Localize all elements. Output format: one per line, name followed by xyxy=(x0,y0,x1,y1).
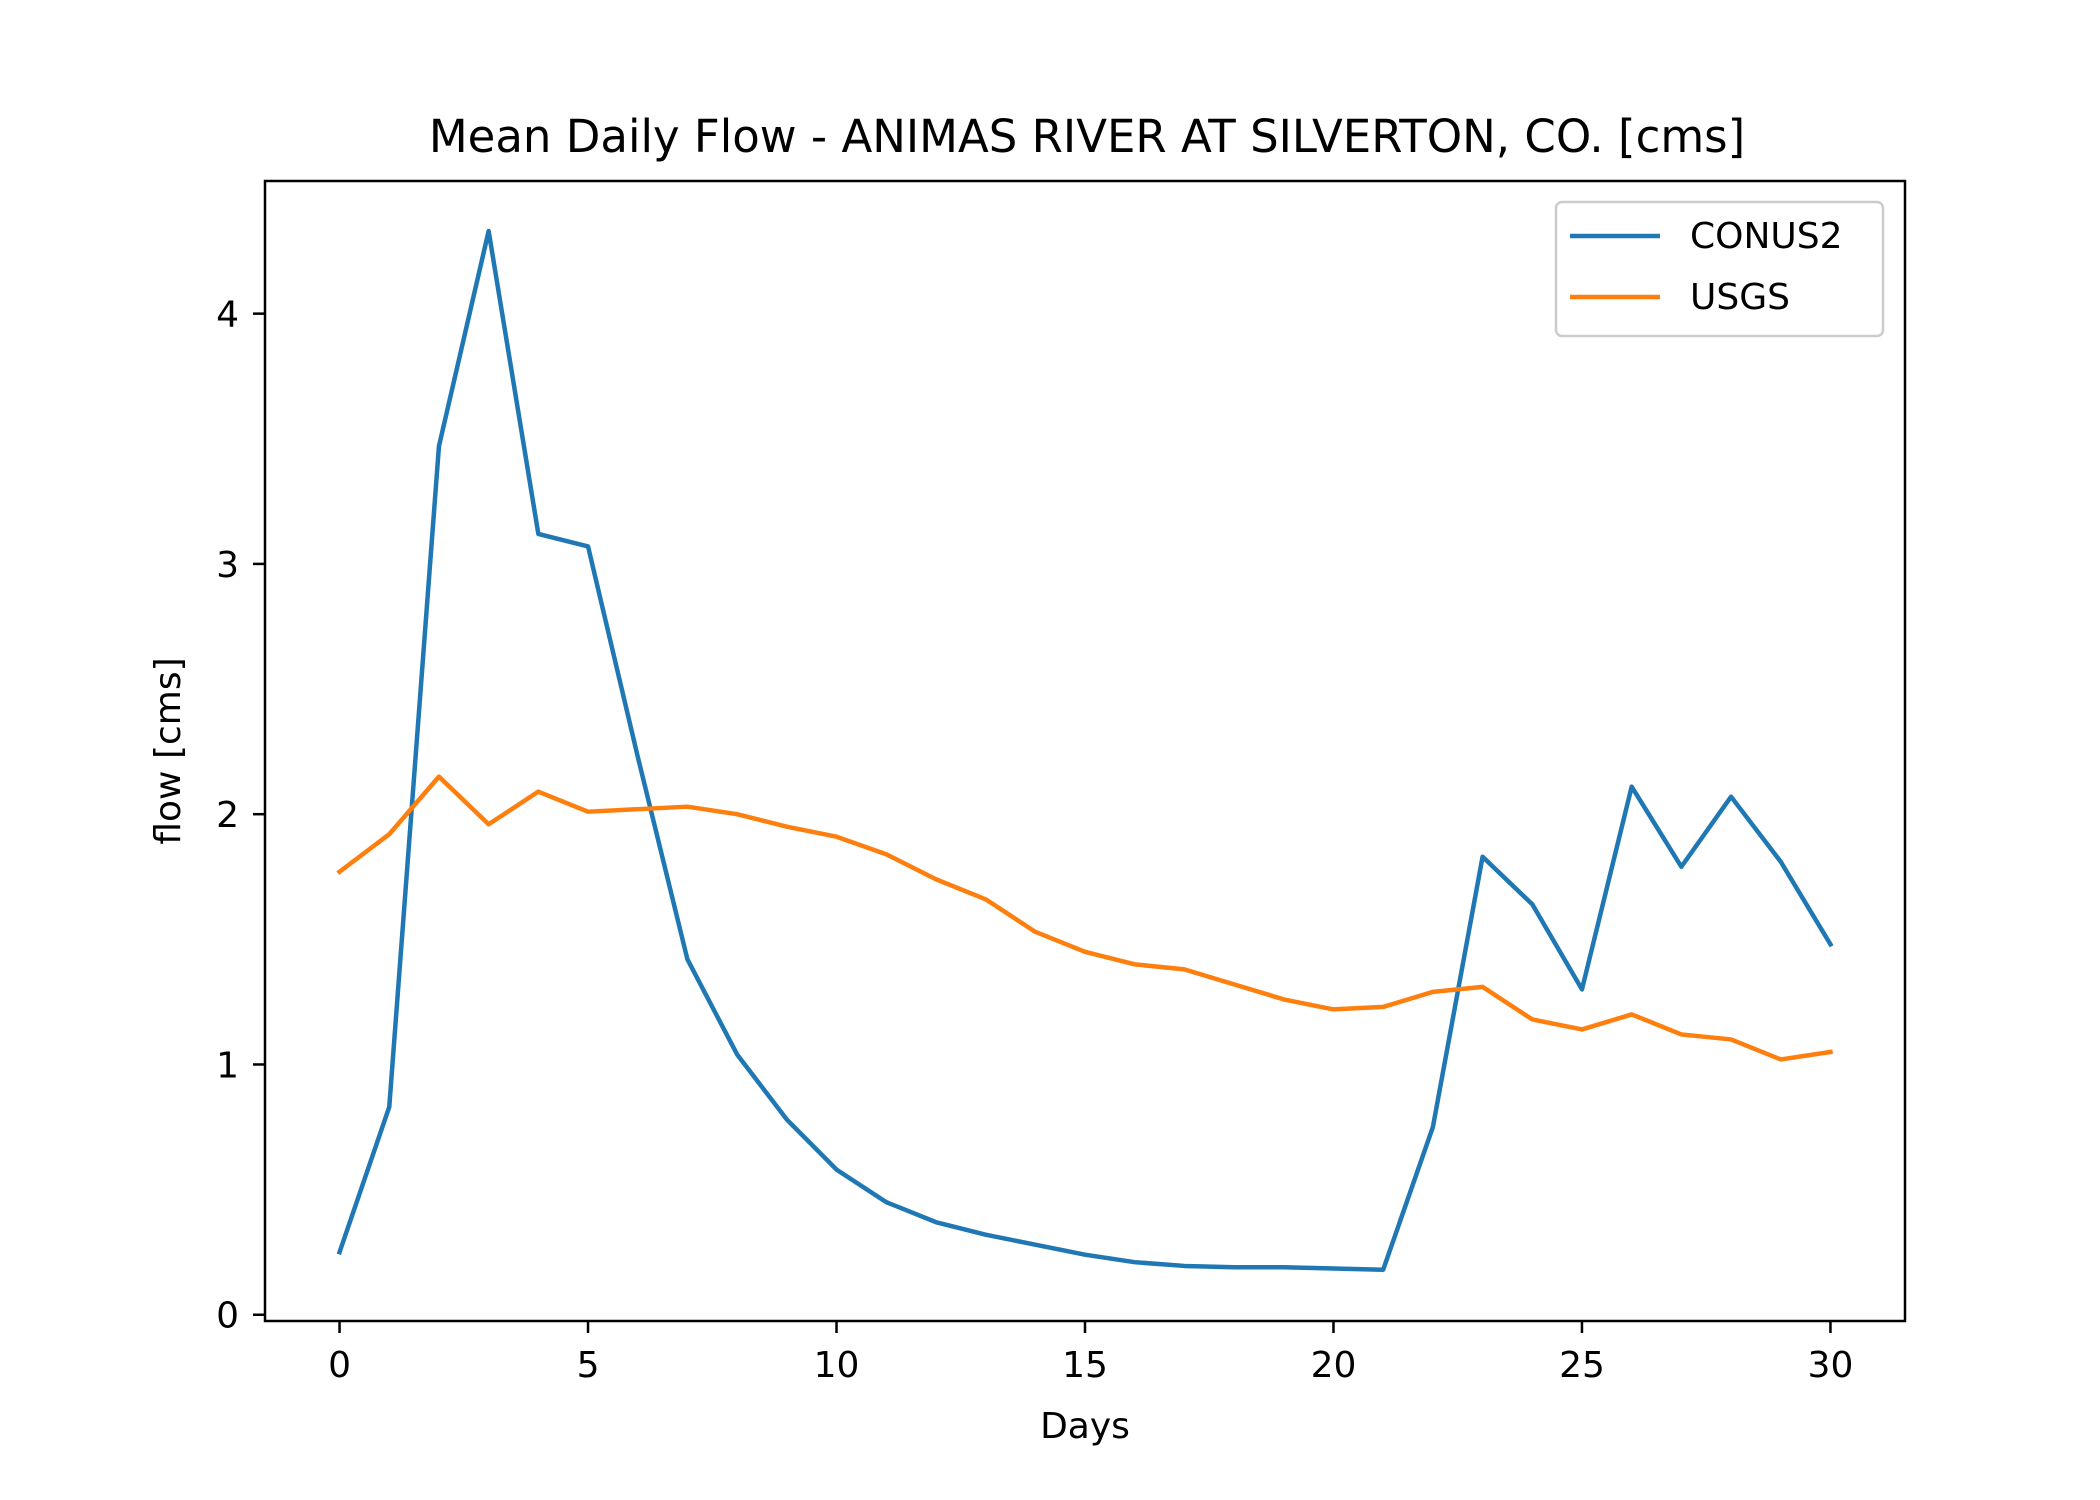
y-axis: 0 1 2 3 4 xyxy=(216,295,265,1337)
series-line-conus2 xyxy=(336,228,1834,1272)
x-tick-label: 30 xyxy=(1808,1345,1854,1386)
x-tick-label: 0 xyxy=(328,1345,351,1386)
y-tick-label: 0 xyxy=(216,1296,239,1337)
x-axis: 0 5 10 15 20 25 30 xyxy=(328,1321,1853,1386)
x-tick-label: 20 xyxy=(1311,1345,1357,1386)
x-tick-label: 15 xyxy=(1062,1345,1108,1386)
x-tick-label: 10 xyxy=(814,1345,860,1386)
x-tick-label: 5 xyxy=(577,1345,600,1386)
y-tick-label: 1 xyxy=(216,1045,239,1086)
y-axis-label: flow [cms] xyxy=(148,657,189,844)
legend: CONUS2 USGS xyxy=(1554,200,1885,338)
y-tick-label: 2 xyxy=(216,795,239,836)
y-tick-label: 4 xyxy=(216,295,239,336)
legend-label-usgs: USGS xyxy=(1690,277,1790,318)
legend-label-conus2: CONUS2 xyxy=(1690,216,1843,257)
x-axis-label: Days xyxy=(1040,1406,1130,1447)
chart-title: Mean Daily Flow - ANIMAS RIVER AT SILVER… xyxy=(429,110,1745,163)
series-line-usgs xyxy=(336,774,1834,1062)
x-tick-label: 25 xyxy=(1559,1345,1605,1386)
series-lines xyxy=(336,228,1834,1272)
y-tick-label: 3 xyxy=(216,545,239,586)
